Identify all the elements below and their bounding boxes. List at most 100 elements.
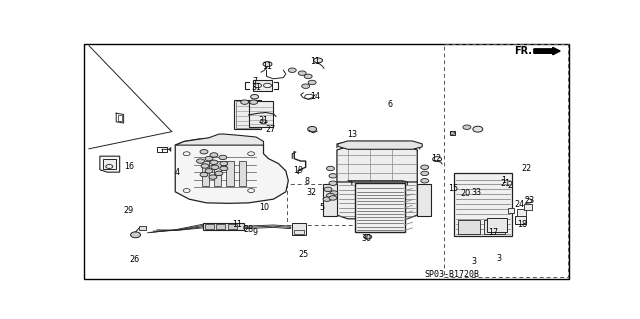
FancyArrow shape <box>534 47 560 55</box>
Text: 26: 26 <box>129 255 140 264</box>
Polygon shape <box>338 141 422 149</box>
Bar <box>253 80 273 91</box>
Ellipse shape <box>329 196 337 200</box>
Text: 9: 9 <box>252 228 257 237</box>
Text: 7: 7 <box>252 77 257 86</box>
Text: 33: 33 <box>472 188 482 197</box>
Ellipse shape <box>308 126 317 132</box>
Bar <box>486 218 507 232</box>
Text: 3: 3 <box>497 254 502 263</box>
Bar <box>458 220 480 234</box>
Ellipse shape <box>323 197 331 201</box>
Text: 17: 17 <box>488 228 498 237</box>
Text: 15: 15 <box>449 184 458 193</box>
Bar <box>227 161 234 186</box>
Text: 25: 25 <box>298 250 308 259</box>
Text: 27: 27 <box>266 125 276 134</box>
Ellipse shape <box>250 100 257 104</box>
Ellipse shape <box>304 74 312 78</box>
Ellipse shape <box>220 166 228 171</box>
Text: FR.: FR. <box>515 46 532 56</box>
Ellipse shape <box>210 160 218 165</box>
Bar <box>214 161 221 186</box>
Ellipse shape <box>211 165 219 169</box>
Text: 11: 11 <box>310 57 320 66</box>
Polygon shape <box>175 138 288 203</box>
Text: 31: 31 <box>252 83 262 92</box>
Ellipse shape <box>420 171 429 175</box>
Text: 32: 32 <box>307 188 317 197</box>
Ellipse shape <box>326 193 335 198</box>
Ellipse shape <box>364 234 372 239</box>
Polygon shape <box>337 182 417 219</box>
Ellipse shape <box>251 94 259 99</box>
Text: 16: 16 <box>125 161 134 171</box>
Text: 24: 24 <box>514 200 524 209</box>
Text: 12: 12 <box>431 154 441 163</box>
Bar <box>239 161 246 186</box>
Text: 19: 19 <box>293 167 303 175</box>
Ellipse shape <box>329 181 337 185</box>
Ellipse shape <box>330 191 338 195</box>
Text: 21: 21 <box>500 179 511 188</box>
Ellipse shape <box>200 172 208 177</box>
Text: 4: 4 <box>174 168 179 177</box>
Ellipse shape <box>298 71 306 75</box>
Bar <box>205 224 214 229</box>
Ellipse shape <box>301 84 310 88</box>
Text: 29: 29 <box>124 206 134 215</box>
Bar <box>454 174 511 236</box>
Bar <box>518 210 526 216</box>
Ellipse shape <box>326 166 335 171</box>
Ellipse shape <box>473 126 483 132</box>
Ellipse shape <box>196 159 205 163</box>
Text: 14: 14 <box>310 92 321 100</box>
Ellipse shape <box>241 100 248 104</box>
Ellipse shape <box>420 165 429 169</box>
Bar <box>249 101 273 127</box>
Bar <box>515 216 527 224</box>
Ellipse shape <box>205 156 213 161</box>
Polygon shape <box>337 146 417 186</box>
Text: 3: 3 <box>472 257 477 266</box>
Polygon shape <box>100 156 120 172</box>
Bar <box>355 183 405 232</box>
Bar <box>138 226 146 230</box>
Bar <box>524 204 532 210</box>
Bar <box>484 220 505 234</box>
Bar <box>417 184 431 216</box>
Ellipse shape <box>209 175 217 179</box>
Text: 5: 5 <box>319 203 324 212</box>
Polygon shape <box>175 134 264 145</box>
Bar <box>103 159 116 169</box>
Ellipse shape <box>210 153 218 157</box>
Ellipse shape <box>200 150 208 154</box>
Text: 11: 11 <box>232 220 242 229</box>
Bar <box>323 184 337 216</box>
Text: 20: 20 <box>461 189 471 197</box>
Ellipse shape <box>308 80 316 85</box>
Text: 1: 1 <box>502 176 507 185</box>
Text: 10: 10 <box>259 203 269 212</box>
Ellipse shape <box>288 68 296 72</box>
Text: 8: 8 <box>304 177 309 187</box>
Bar <box>444 44 568 277</box>
Text: 31: 31 <box>259 116 269 125</box>
Ellipse shape <box>463 125 471 130</box>
Text: 11: 11 <box>262 62 273 71</box>
Text: SP03-B1720B: SP03-B1720B <box>424 270 479 279</box>
Ellipse shape <box>324 187 332 191</box>
Text: 28: 28 <box>244 225 253 234</box>
Text: 22: 22 <box>521 164 532 173</box>
Bar <box>236 101 259 128</box>
Ellipse shape <box>260 120 267 124</box>
Text: 23: 23 <box>524 196 534 205</box>
Bar <box>216 224 225 229</box>
Bar <box>287 184 362 225</box>
Bar <box>203 223 244 230</box>
Bar <box>294 230 304 234</box>
Ellipse shape <box>420 179 429 183</box>
Ellipse shape <box>201 164 209 168</box>
Ellipse shape <box>314 58 323 63</box>
Ellipse shape <box>329 174 337 178</box>
